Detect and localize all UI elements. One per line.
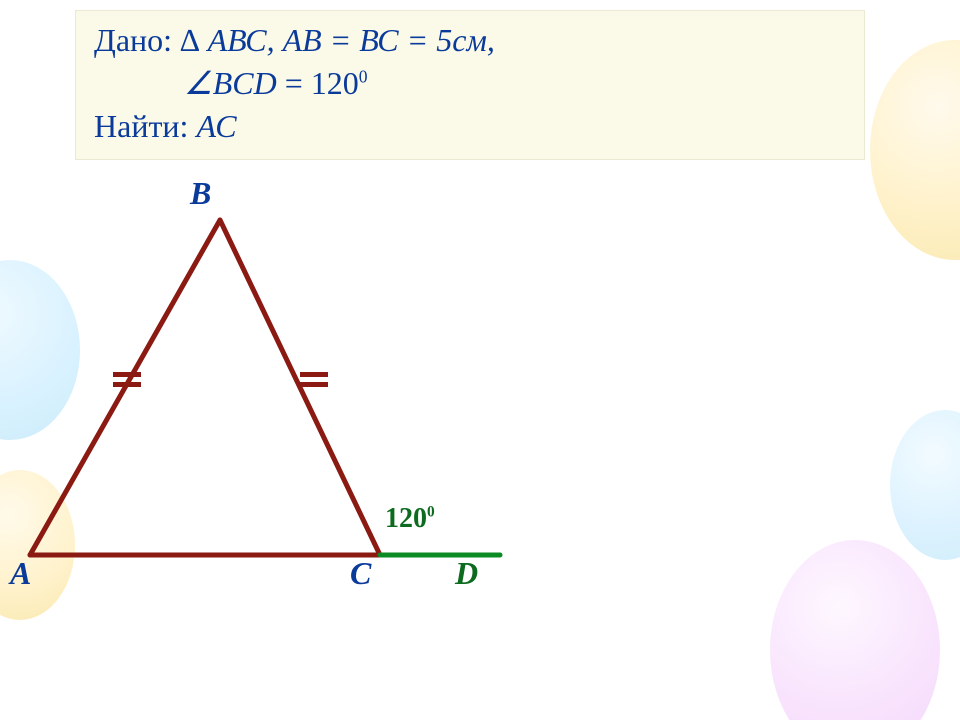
vertex-label-d: D — [455, 555, 478, 592]
angle-bcd-label: 1200 — [385, 503, 435, 535]
equal-mark-bc — [300, 370, 328, 390]
balloon-decor — [890, 410, 960, 560]
angle-sup: 0 — [359, 67, 368, 87]
triangle-svg — [0, 175, 600, 605]
vertex-label-c: С — [350, 555, 371, 592]
line-angle: ∠BCD = 1200 — [94, 62, 846, 105]
find-rest: АС — [188, 108, 236, 144]
angle-bcd-sup: 0 — [427, 504, 435, 521]
angle-eq: = — [277, 65, 311, 101]
balloon-decor — [770, 540, 940, 720]
vertex-label-a: А — [10, 555, 31, 592]
balloon-decor — [870, 40, 960, 260]
angle-value: 120 — [311, 65, 359, 101]
problem-panel: Дано: ∆ АВС, АВ = ВС = 5см, ∠BCD = 1200 … — [75, 10, 865, 160]
line-find: Найти: АС — [94, 105, 846, 148]
given-label: Дано: — [94, 22, 172, 58]
vertex-label-b: В — [190, 175, 211, 212]
given-rest: ∆ АВС, АВ = ВС = 5см, — [172, 22, 495, 58]
figure: А В С D 1200 — [0, 175, 600, 605]
equal-mark-ab — [113, 370, 141, 390]
find-label: Найти: — [94, 108, 188, 144]
line-given: Дано: ∆ АВС, АВ = ВС = 5см, — [94, 19, 846, 62]
angle-bcd-value: 120 — [385, 503, 427, 534]
angle-lhs: ∠BCD — [184, 65, 277, 101]
